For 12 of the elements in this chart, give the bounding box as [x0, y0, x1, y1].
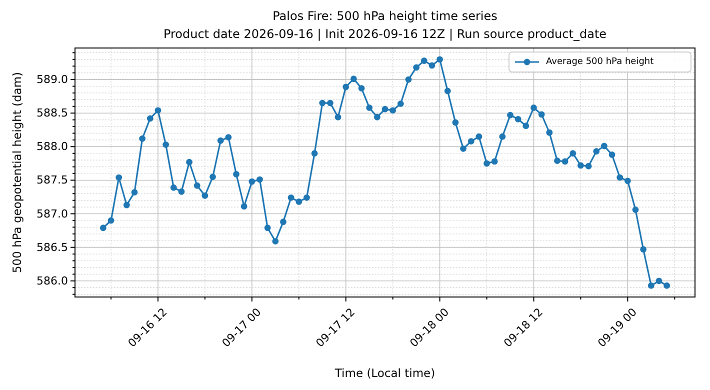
y-tick-label: 587.5 [36, 174, 68, 187]
y-axis-title: 500 hPa geopotential height (dam) [10, 72, 24, 274]
y-tick-label: 588.5 [36, 106, 68, 120]
chart-title: Palos Fire: 500 hPa height time series [272, 9, 498, 23]
y-tick-label: 588.0 [36, 140, 68, 154]
y-tick-label: 586.0 [36, 274, 68, 288]
legend-label: Average 500 hPa height [546, 57, 654, 67]
x-axis-title: Time (Local time) [334, 366, 436, 380]
chart-subtitle: Product date 2026-09-16 | Init 2026-09-16 12Z | Run source product_date [163, 27, 607, 41]
y-tick-label: 589.0 [36, 73, 68, 86]
y-tick-label: 587.0 [36, 207, 68, 220]
y-tick-label: 586.5 [36, 240, 68, 254]
